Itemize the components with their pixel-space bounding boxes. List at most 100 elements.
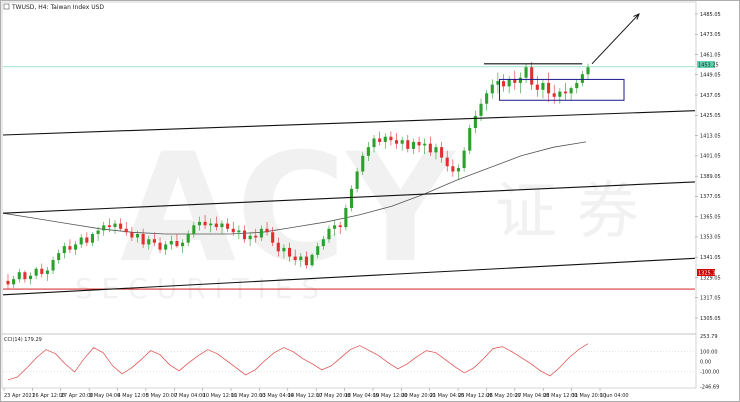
red-level-tag: 1325.32 <box>697 269 719 277</box>
candle-body <box>51 260 55 271</box>
candle-body <box>158 242 162 250</box>
price-tick-label: 1473.05 <box>700 32 721 38</box>
candle-body <box>164 244 168 250</box>
candle-body <box>57 253 61 261</box>
candle-body <box>552 93 556 97</box>
candle-body <box>45 270 49 274</box>
candle-body <box>541 82 545 90</box>
price-tick-label: 1341.05 <box>700 255 721 261</box>
candle-body <box>423 143 427 146</box>
candle-body <box>248 235 252 240</box>
time-tick-label: 7 May 04:00 <box>174 393 205 399</box>
current-price-tag: 1453.25 <box>697 61 719 69</box>
trendline-top-channel[interactable] <box>2 110 696 136</box>
price-tick-label: 1401.05 <box>700 154 721 160</box>
candle-body <box>547 82 551 94</box>
price-axis: 1485.05 1473.05 1461.05 1449.05 1437.05 1425.… <box>695 12 721 322</box>
candle-body <box>575 82 579 89</box>
candle-body <box>355 171 359 189</box>
breakout-arrow-icon[interactable] <box>591 13 640 65</box>
candle-body <box>349 188 354 208</box>
candle-body <box>518 77 522 83</box>
candle-body <box>535 84 539 90</box>
candle-body <box>496 81 500 85</box>
candle-body <box>372 138 376 148</box>
price-tick-label: 1389.05 <box>700 174 721 180</box>
trendlines[interactable] <box>2 63 696 296</box>
cci-tick-label: -246.69 <box>700 384 719 390</box>
price-tick-label: 1353.05 <box>700 235 721 241</box>
candle-body <box>271 232 275 243</box>
candle-body <box>479 103 483 116</box>
candle-body <box>12 279 16 285</box>
candle-body <box>124 228 128 233</box>
trendline-low-channel[interactable] <box>2 257 696 296</box>
candle-body <box>321 239 325 247</box>
candle-body <box>141 234 145 245</box>
candle-body <box>152 239 156 243</box>
candle-body <box>462 150 466 168</box>
red-level-box <box>697 269 715 276</box>
price-tick-label: 1317.05 <box>700 296 721 302</box>
time-tick-label: 5 May 20:00 <box>146 393 177 399</box>
candle-body <box>378 138 382 142</box>
candle-body <box>440 147 444 158</box>
candle-body <box>237 230 241 233</box>
candle-body <box>90 234 95 243</box>
candle-body <box>383 136 387 142</box>
time-tick-label: 13 May 04:00 <box>259 393 293 399</box>
candle-body <box>220 223 224 228</box>
trendline-mid-channel[interactable] <box>2 181 696 214</box>
candle-body <box>524 67 528 78</box>
annotations[interactable] <box>499 13 640 101</box>
cci-tick-label: 100.00 <box>700 349 718 355</box>
cci-polyline <box>7 343 589 381</box>
candle-body <box>490 84 494 94</box>
cci-line <box>7 343 589 381</box>
cci-label: CCI(14) 179.29 <box>4 337 42 343</box>
candle-body <box>558 91 562 97</box>
candle-body <box>417 141 421 146</box>
candle-body <box>130 232 134 238</box>
candle-body <box>203 221 207 226</box>
time-tick-label: 23 Apr 2021 <box>4 393 35 399</box>
price-tick-label: 1485.05 <box>700 12 721 18</box>
arrow-head-icon <box>633 13 640 20</box>
cci-tick-label: 253.79 <box>700 334 718 340</box>
candle-body <box>23 272 27 280</box>
consolidation-box[interactable] <box>499 78 625 101</box>
candle-body <box>473 115 477 129</box>
candle-body <box>400 140 404 144</box>
candle-body <box>214 223 218 228</box>
candle-body <box>569 88 573 94</box>
price-tick-label: 1437.05 <box>700 93 721 99</box>
time-tick-label: 28 May 12:00 <box>543 393 577 399</box>
cci-tick-label: 0.00 <box>700 360 711 366</box>
candle-body <box>254 235 258 238</box>
candle-body <box>456 168 461 172</box>
time-tick-label: 26 May 20:00 <box>486 393 520 399</box>
candle-body <box>310 254 314 266</box>
candle-body <box>107 225 111 228</box>
price-tick-label: 1461.05 <box>700 52 721 58</box>
candle-body <box>513 79 517 83</box>
candle-body <box>288 247 292 257</box>
time-tick-label: 26 Apr 12:00 <box>32 393 65 399</box>
time-tick-label: 3 May 04:00 <box>89 393 120 399</box>
time-tick-label: 31 May 20:00 <box>572 393 606 399</box>
time-tick-label: 1 Jun 04:00 <box>600 393 629 399</box>
candle-body <box>265 228 269 233</box>
candle-body <box>333 225 337 229</box>
price-tick-label: 1305.05 <box>700 316 721 322</box>
candle-body <box>147 239 151 245</box>
candle-body <box>316 246 320 255</box>
cci-plot-border <box>1 333 697 389</box>
time-tick-label: 27 May 04:00 <box>515 393 549 399</box>
candle-body <box>169 240 173 245</box>
chart-title-text: TWUSD, H4: Taiwan Index USD <box>11 4 104 11</box>
current-price-box <box>697 61 715 68</box>
time-tick-label: 11 May 20:00 <box>231 393 265 399</box>
